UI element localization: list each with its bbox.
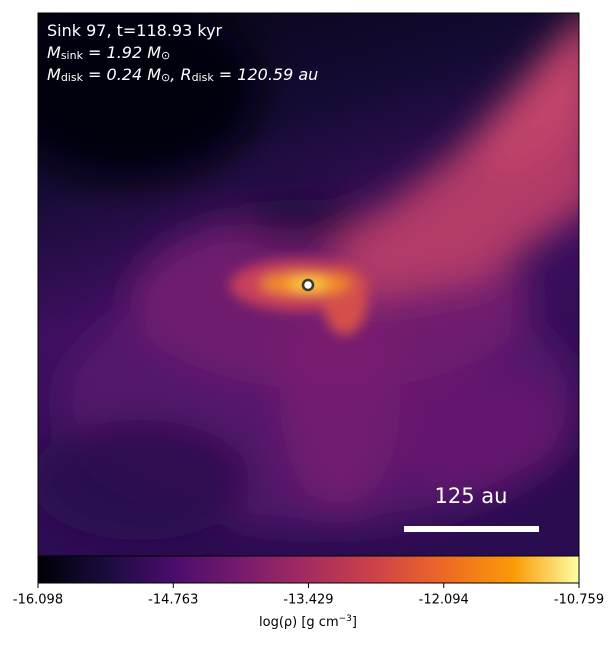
tick-label: -12.094	[419, 593, 469, 608]
annotation: Sink 97, t=118.93 kyr	[47, 21, 223, 40]
colorbar	[37, 555, 580, 584]
annotation-part: M	[47, 43, 61, 62]
annotation-part: , R	[170, 65, 191, 84]
annotation-part: ⊙	[161, 71, 170, 84]
tick-label: -13.429	[283, 593, 333, 608]
annotation-part: = 120.59 au	[214, 65, 319, 84]
annotation-part: ⊙	[161, 49, 170, 62]
label-part: log(ρ) [g cm	[259, 615, 339, 630]
tick-label: -16.098	[13, 593, 63, 608]
annotation-part: sink	[61, 49, 84, 62]
annotation-part: disk	[192, 71, 215, 84]
annotation: Mdisk = 0.24 M⊙, Rdisk = 120.59 au	[47, 65, 318, 85]
label-part: −3	[339, 614, 352, 624]
annotation-part: disk	[61, 71, 84, 84]
density-map	[38, 13, 579, 556]
annotation-part: = 1.92 M	[83, 43, 161, 62]
annotation-part: Sink 97, t=118.93 kyr	[47, 21, 223, 40]
annotation-part: = 0.24 M	[83, 65, 161, 84]
annotation-part: M	[47, 65, 61, 84]
scale-bar-label: 125 au	[435, 484, 508, 508]
tick-label: -14.763	[148, 593, 198, 608]
colorbar-label: log(ρ) [g cm−3]	[259, 614, 357, 630]
colorbar-axis: -16.098 -14.763 -13.429 -12.094 -10.759	[13, 583, 604, 608]
tick-label: -10.759	[554, 593, 604, 608]
label-part: ]	[352, 615, 357, 630]
annotation: Msink = 1.92 M⊙	[47, 43, 170, 63]
sink-marker	[301, 278, 315, 292]
